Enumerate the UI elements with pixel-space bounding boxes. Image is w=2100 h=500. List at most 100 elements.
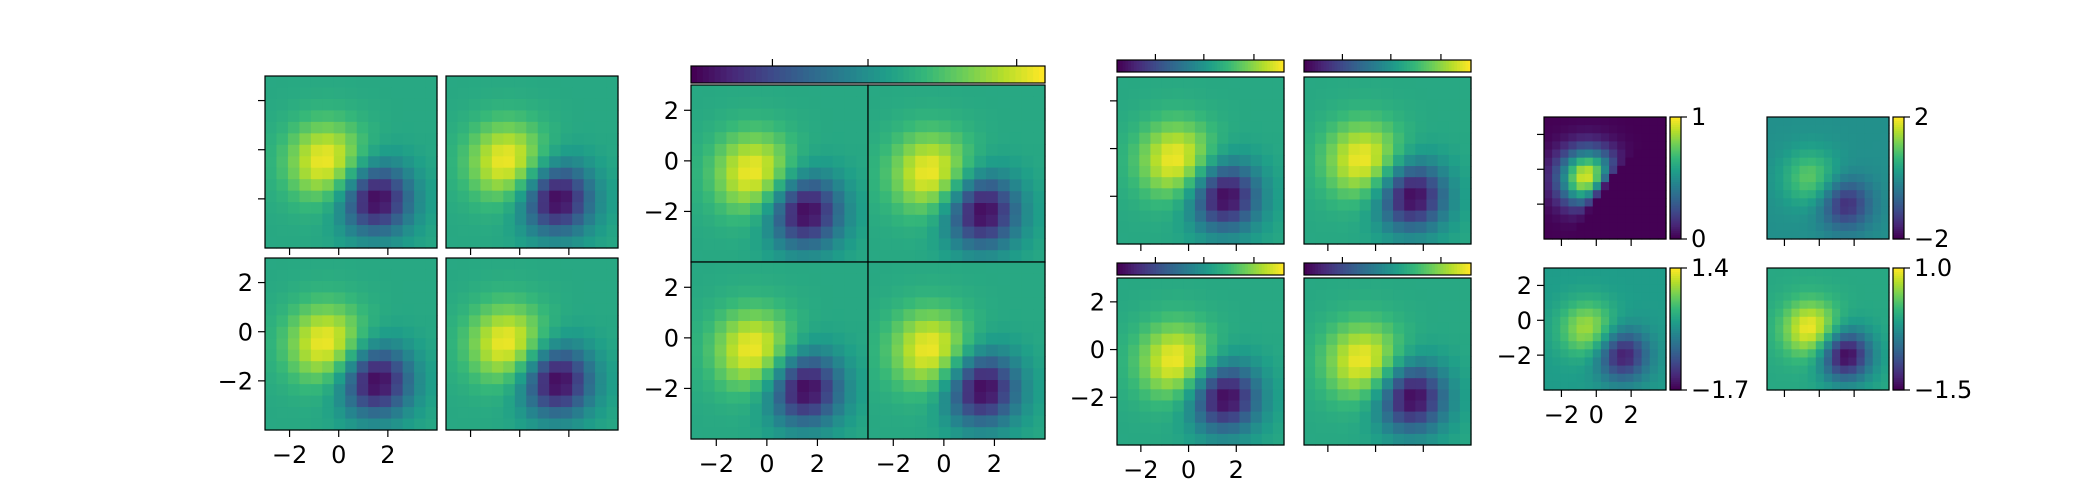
heatmap-cell [1600, 276, 1610, 285]
heatmap-cell [773, 226, 786, 239]
heatmap-cell [1315, 322, 1327, 335]
heatmap-cell [1194, 311, 1207, 324]
heatmap-cell [595, 236, 608, 249]
heatmap-cell [903, 203, 916, 216]
heatmap-cell [797, 167, 810, 180]
colorbar-step [1670, 276, 1681, 279]
colorbar-step [1670, 373, 1681, 377]
heatmap-cell [785, 262, 798, 275]
heatmap-cell [1393, 188, 1405, 201]
heatmap-cell [391, 418, 404, 431]
heatmap-cell [310, 418, 323, 431]
heatmap-cell [1206, 355, 1218, 368]
colorbar-step [1239, 263, 1243, 275]
image-frame [1116, 277, 1285, 446]
heatmap-cell [1009, 179, 1022, 192]
heatmap-cell [1217, 88, 1229, 100]
heatmap-cell [1261, 300, 1274, 312]
heatmap-cell [1161, 221, 1174, 234]
heatmap-cell [820, 108, 834, 121]
heatmap-cell [738, 144, 751, 157]
colorbar-step [891, 66, 899, 83]
colorbar-step [1208, 60, 1213, 72]
heatmap-cell [299, 395, 312, 408]
colorbar-step [1670, 329, 1681, 332]
heatmap-cell [1172, 422, 1185, 435]
heatmap-cell [844, 403, 857, 416]
heatmap-cell [1459, 132, 1472, 145]
heatmap-cell [446, 303, 459, 316]
heatmap-cell [368, 384, 381, 397]
heatmap-cell [265, 258, 278, 271]
colorbar-step [1670, 326, 1681, 330]
y-tick-label: −2 [644, 375, 679, 403]
colorbar-step [1670, 345, 1681, 348]
heatmap-cell [1206, 166, 1218, 178]
heatmap-cell [503, 76, 516, 89]
heatmap-cell [1617, 214, 1626, 224]
heatmap-cell [414, 361, 427, 374]
heatmap-cell [1448, 278, 1461, 290]
heatmap-cell [1448, 188, 1461, 201]
heatmap-cell [1337, 411, 1350, 424]
heatmap-cell [1576, 365, 1586, 375]
heatmap-cell [1625, 300, 1635, 310]
heatmap-cell [1657, 300, 1667, 310]
heatmap-cell [1872, 268, 1882, 277]
colorbar-step [1309, 60, 1313, 72]
heatmap-cell [962, 309, 975, 322]
heatmap-cell [809, 309, 822, 322]
heatmap-cell [391, 303, 404, 316]
heatmap-cell [726, 321, 739, 334]
heatmap-cell [1183, 110, 1196, 123]
heatmap-cell [1359, 121, 1372, 134]
colorbar-step [1893, 324, 1904, 328]
heatmap-cell [391, 349, 404, 362]
heatmap-cell [1315, 367, 1327, 379]
colorbar-step [773, 66, 781, 83]
heatmap-cell [480, 395, 493, 408]
heatmap-cell [773, 285, 786, 298]
heatmap-cell [950, 167, 963, 180]
colorbar-step [1155, 60, 1160, 72]
heatmap-cell [310, 225, 323, 238]
heatmap-cell [1217, 199, 1229, 212]
heatmap-cell [962, 120, 975, 133]
heatmap-cell [1415, 188, 1428, 201]
heatmap-cell [1459, 322, 1472, 335]
heatmap-cell [1791, 357, 1801, 367]
heatmap-cell [1415, 77, 1428, 89]
heatmap-cell [1840, 182, 1849, 191]
colorbar-step [1893, 202, 1904, 206]
heatmap-cell [480, 225, 493, 238]
x-tick-label: −2 [876, 450, 911, 478]
heatmap-cell [414, 98, 427, 111]
heatmap-cell [503, 315, 516, 328]
heatmap-cell [1117, 422, 1129, 435]
heatmap-cell [1161, 367, 1174, 379]
heatmap-cell [868, 403, 881, 416]
heatmap-cell [1033, 214, 1046, 228]
heatmap-cell [997, 403, 1011, 416]
heatmap-cell [1139, 154, 1151, 167]
heatmap-cell [1272, 333, 1285, 346]
heatmap-cell [726, 356, 739, 369]
heatmap-cell [1150, 433, 1163, 446]
heatmap-cell [1609, 349, 1618, 359]
heatmap-cell [1823, 165, 1833, 175]
heatmap-cell [572, 395, 585, 408]
heatmap-cell [549, 315, 562, 328]
heatmap-cell [714, 332, 727, 346]
heatmap-cell [606, 395, 619, 408]
heatmap-cell [1576, 284, 1586, 293]
heatmap-cell [844, 427, 857, 440]
heatmap-cell [1864, 125, 1874, 134]
heatmap-cell [265, 98, 278, 111]
heatmap-cell [714, 427, 727, 440]
heatmap-cell [750, 226, 763, 239]
heatmap-cell [1641, 133, 1651, 142]
heatmap-cell [1206, 333, 1218, 346]
colorbar-step [1670, 341, 1681, 344]
heatmap-cell [391, 133, 404, 146]
heatmap-cell [1649, 165, 1659, 175]
